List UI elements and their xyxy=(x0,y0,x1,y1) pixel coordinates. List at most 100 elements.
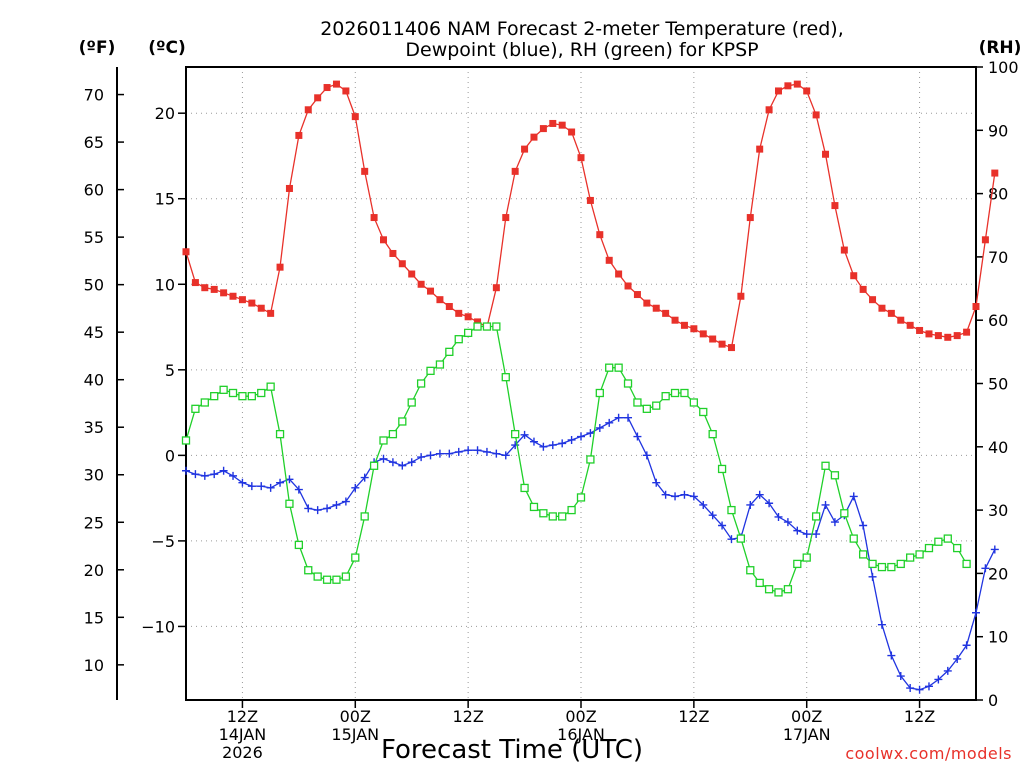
data-point-rh xyxy=(200,398,209,407)
celsius-axis-ticks: −10 −5 0 5 10 15 20 xyxy=(141,104,186,636)
data-point-dewpoint xyxy=(689,492,698,501)
data-point-dewpoint xyxy=(755,490,764,499)
data-point-rh xyxy=(821,461,830,470)
fahrenheit-tick-label: 65 xyxy=(84,133,104,152)
data-point-temperature xyxy=(210,285,218,293)
data-point-temperature xyxy=(370,214,378,222)
data-point-rh xyxy=(858,550,868,559)
data-point-dewpoint xyxy=(229,471,238,480)
data-point-temperature xyxy=(380,236,387,244)
data-point-temperature xyxy=(822,150,830,158)
data-point-temperature xyxy=(351,113,359,121)
data-point-dewpoint xyxy=(943,666,952,675)
data-point-rh xyxy=(840,509,849,518)
data-point-rh xyxy=(586,455,595,464)
data-point-rh xyxy=(887,562,896,572)
data-point-rh xyxy=(398,417,407,426)
data-point-rh xyxy=(520,483,529,493)
data-point-temperature xyxy=(737,292,745,300)
data-point-temperature xyxy=(934,332,942,340)
data-point-dewpoint xyxy=(633,432,642,441)
data-point-dewpoint xyxy=(934,675,943,684)
data-point-dewpoint xyxy=(990,545,999,554)
data-point-temperature xyxy=(521,145,529,153)
celsius-tick-label: −10 xyxy=(141,617,175,636)
data-point-dewpoint xyxy=(699,500,708,509)
data-point-dewpoint xyxy=(793,526,802,535)
data-point-rh xyxy=(689,398,699,407)
data-point-rh xyxy=(492,322,501,331)
data-point-temperature xyxy=(991,169,999,177)
data-point-temperature xyxy=(859,285,867,293)
data-point-rh xyxy=(473,322,482,331)
data-point-temperature xyxy=(869,296,877,304)
data-point-dewpoint xyxy=(577,432,585,441)
data-point-temperature xyxy=(238,296,246,304)
data-point-dewpoint xyxy=(482,447,491,456)
data-point-dewpoint xyxy=(454,447,463,456)
data-point-rh xyxy=(633,398,642,407)
data-point-dewpoint xyxy=(774,512,783,521)
data-point-temperature xyxy=(850,272,858,280)
fahrenheit-tick-label: 35 xyxy=(84,418,104,437)
data-point-rh xyxy=(351,553,360,562)
data-point-dewpoint xyxy=(915,685,924,694)
data-point-temperature xyxy=(285,184,293,192)
data-point-dewpoint xyxy=(718,521,727,530)
data-point-dewpoint xyxy=(746,500,755,509)
time-tick-label: 00Z xyxy=(340,707,371,726)
rh-tick-label: 10 xyxy=(988,628,1008,647)
data-point-rh xyxy=(642,404,651,413)
data-point-temperature xyxy=(427,287,435,295)
data-point-temperature xyxy=(276,263,284,271)
rh-tick-label: 70 xyxy=(988,248,1008,267)
fahrenheit-tick-label: 10 xyxy=(84,656,104,675)
rh-tick-label: 90 xyxy=(988,121,1008,140)
data-point-rh xyxy=(567,505,576,515)
fahrenheit-tick-label: 60 xyxy=(84,181,104,200)
data-point-dewpoint xyxy=(671,492,680,501)
data-point-dewpoint xyxy=(896,672,905,681)
time-tick-label: 12Z xyxy=(452,707,483,726)
data-point-temperature xyxy=(633,291,641,299)
data-point-temperature xyxy=(558,121,566,129)
time-tick-label: 15JAN xyxy=(331,725,379,744)
data-point-dewpoint xyxy=(783,518,792,527)
data-point-rh xyxy=(746,566,755,575)
rh-tick-label: 100 xyxy=(988,58,1019,77)
data-point-temperature xyxy=(981,236,989,244)
data-point-rh xyxy=(454,335,463,344)
data-point-rh xyxy=(257,388,266,398)
plot-grid xyxy=(186,67,976,700)
data-point-dewpoint xyxy=(972,608,980,617)
data-point-dewpoint xyxy=(558,439,567,448)
celsius-tick-label: 10 xyxy=(155,275,175,294)
data-point-rh xyxy=(228,388,238,398)
data-point-rh xyxy=(369,461,379,470)
data-point-dewpoint xyxy=(238,478,247,487)
data-point-temperature xyxy=(812,111,820,119)
time-tick-label: 12Z xyxy=(227,707,258,726)
data-point-dewpoint xyxy=(341,497,350,506)
data-point-rh xyxy=(943,534,952,543)
data-point-rh xyxy=(915,550,924,559)
time-tick-label: 14JAN xyxy=(219,725,267,744)
series-line-temperature xyxy=(185,83,996,349)
fahrenheit-tick-label: 40 xyxy=(84,371,104,390)
data-point-temperature xyxy=(803,87,811,95)
data-point-dewpoint xyxy=(520,430,529,439)
data-point-temperature xyxy=(314,94,322,102)
data-point-temperature xyxy=(662,309,670,317)
data-point-temperature xyxy=(699,330,707,338)
data-point-rh xyxy=(924,543,934,553)
fahrenheit-tick-label: 20 xyxy=(84,561,104,580)
data-point-rh xyxy=(717,464,727,474)
data-point-dewpoint xyxy=(276,478,285,487)
data-point-dewpoint xyxy=(708,511,717,520)
rh-tick-label: 0 xyxy=(988,691,998,710)
data-point-temperature xyxy=(680,321,688,329)
data-point-dewpoint xyxy=(182,466,190,475)
data-point-temperature xyxy=(201,284,209,292)
celsius-tick-label: 20 xyxy=(155,104,175,123)
data-point-dewpoint xyxy=(595,423,604,432)
